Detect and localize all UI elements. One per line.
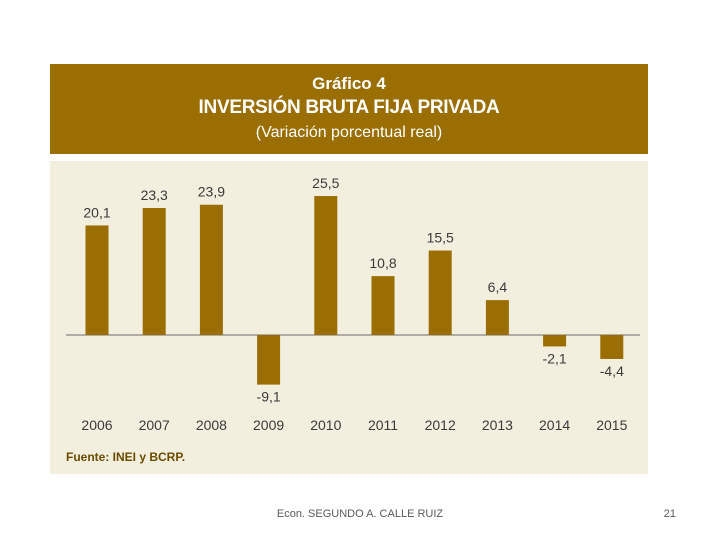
x-tick-label-2009: 2009: [253, 417, 284, 433]
bar-2008: [199, 204, 223, 335]
chart-source: Fuente: INEI y BCRP.: [66, 450, 186, 464]
x-tick-label-2011: 2011: [368, 417, 398, 433]
bar-2007: [142, 208, 166, 335]
chart-title: INVERSIÓN BRUTA FIJA PRIVADA: [198, 97, 500, 118]
footer-author: Econ. SEGUNDO A. CALLE RUIZ: [276, 508, 444, 520]
chart-subtitle: (Variación porcentual real): [255, 124, 443, 141]
x-tick-label-2015: 2015: [596, 417, 627, 433]
x-tick-label-2008: 2008: [196, 417, 227, 433]
chart-header: Gráfico 4 INVERSIÓN BRUTA FIJA PRIVADA (…: [50, 64, 648, 154]
value-label-2007: 23,3: [141, 187, 168, 203]
x-tick-label-2012: 2012: [425, 417, 456, 433]
bar-2009: [257, 335, 281, 385]
value-label-2013: 6,4: [488, 279, 508, 295]
bar-2014: [543, 335, 567, 347]
x-tick-label-2010: 2010: [310, 417, 341, 433]
bar-chart: 20,1 2006 23,3 2007 23,9 2008 -9,1 2009 25,5 2010…: [66, 175, 640, 433]
bar-2006: [85, 225, 109, 335]
value-label-2006: 20,1: [83, 204, 110, 220]
value-label-2014: -2,1: [543, 350, 567, 366]
bar-2012: [428, 250, 452, 335]
value-label-2015: -4,4: [600, 363, 624, 379]
header-separator: [50, 154, 648, 161]
bar-2011: [371, 276, 395, 335]
bar-2013: [485, 300, 509, 335]
page-number: 21: [663, 508, 676, 520]
chart-panel: Gráfico 4 INVERSIÓN BRUTA FIJA PRIVADA (…: [50, 64, 648, 474]
chart-number: Gráfico 4: [312, 74, 386, 93]
x-tick-label-2014: 2014: [539, 417, 570, 433]
x-tick-label-2007: 2007: [139, 417, 170, 433]
x-tick-label-2013: 2013: [482, 417, 513, 433]
bar-2015: [600, 335, 624, 359]
value-label-2012: 15,5: [427, 230, 454, 246]
value-label-2008: 23,9: [198, 184, 225, 200]
x-tick-label-2006: 2006: [81, 417, 112, 433]
value-label-2011: 10,8: [369, 255, 396, 271]
value-label-2009: -9,1: [257, 389, 281, 405]
value-label-2010: 25,5: [312, 175, 339, 191]
bar-2010: [314, 196, 338, 335]
